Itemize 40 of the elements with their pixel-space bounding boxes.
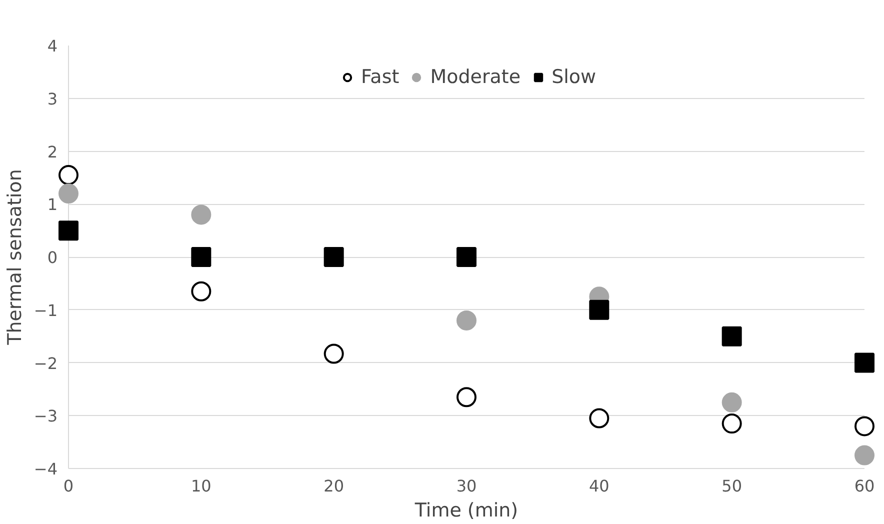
point [324, 247, 344, 267]
point [456, 247, 476, 267]
point [854, 445, 874, 466]
point [58, 165, 78, 186]
x-tick-label: 30 [456, 476, 477, 496]
point [456, 387, 476, 408]
point [589, 408, 610, 428]
point [58, 220, 78, 241]
y-tick-label: −3 [34, 406, 58, 426]
point [58, 184, 78, 204]
y-tick-label: −4 [34, 460, 58, 478]
point [324, 344, 344, 364]
x-axis-title: Time (min) [414, 500, 518, 522]
point [191, 204, 212, 225]
y-tick-label: −2 [34, 354, 58, 373]
legend-label: Fast [361, 66, 400, 88]
point [191, 247, 212, 267]
y-axis-title: Thermal sensation [4, 169, 26, 346]
legend-label: Slow [552, 66, 596, 88]
y-tick-label: 4 [47, 36, 58, 56]
point [191, 281, 212, 302]
point [854, 416, 874, 436]
point [722, 392, 742, 412]
x-tick-label: 10 [190, 476, 212, 496]
x-tick-label: 40 [588, 476, 610, 496]
x-tick-label: 50 [722, 476, 742, 496]
point [456, 310, 476, 330]
point [854, 352, 874, 373]
y-tick-label: 3 [47, 89, 58, 108]
point [589, 300, 610, 320]
x-tick-label: 60 [854, 476, 875, 496]
legend-label: Moderate [430, 66, 521, 88]
y-tick-label: 1 [47, 195, 58, 214]
y-tick-label: 0 [47, 248, 58, 267]
x-tick-label: 0 [63, 476, 74, 496]
y-tick-label: −1 [34, 300, 58, 320]
point [722, 326, 742, 346]
y-tick-label: 2 [47, 142, 58, 162]
x-tick-label: 20 [324, 476, 344, 496]
point [722, 414, 742, 434]
